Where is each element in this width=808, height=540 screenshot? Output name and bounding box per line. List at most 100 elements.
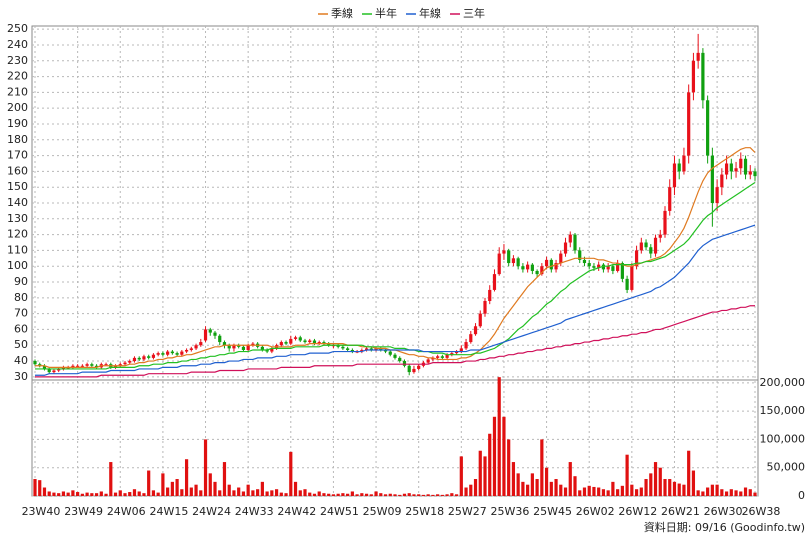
volume-bar: [573, 476, 577, 496]
volume-bar: [180, 489, 184, 496]
volume-bar: [634, 489, 639, 496]
candle-body: [38, 364, 42, 366]
candle-body: [592, 266, 596, 268]
candle-body: [90, 364, 94, 366]
volume-bar: [743, 487, 748, 496]
candle-body: [123, 362, 127, 365]
volume-bar: [194, 484, 198, 496]
volume-bar: [184, 459, 189, 496]
candle-body: [663, 210, 667, 235]
x-tick-label: 25W36: [491, 505, 530, 518]
y-tick-label: 200: [7, 101, 28, 114]
candle-body: [76, 365, 80, 367]
candle-body: [620, 263, 624, 279]
volume-bar: [331, 494, 336, 496]
candle-body: [530, 264, 534, 271]
volume-bar: [128, 492, 132, 496]
candle-body: [189, 348, 193, 350]
candle-body: [668, 187, 672, 211]
volume-bar: [218, 490, 222, 496]
volume-bar: [526, 484, 530, 496]
candle-body: [672, 163, 677, 188]
volume-bar: [563, 487, 568, 496]
candle-body: [526, 264, 530, 270]
volume-bar: [601, 489, 606, 496]
candle-body: [507, 250, 511, 264]
volume-bar: [322, 493, 326, 496]
candle-body: [118, 364, 122, 366]
candle-body: [227, 345, 231, 349]
volume-bar: [47, 491, 51, 496]
volume-bar: [592, 486, 596, 496]
volume-bar: [739, 491, 743, 496]
volume-bar: [109, 462, 113, 496]
candle-body: [147, 356, 151, 358]
candle-body: [710, 155, 714, 203]
volume-bar: [450, 493, 454, 496]
candle-body: [222, 342, 227, 346]
candle-body: [374, 348, 378, 350]
volume-bar: [672, 481, 677, 496]
candle-body: [739, 158, 743, 169]
volume-bar: [393, 494, 397, 496]
candle-body: [85, 364, 89, 366]
volume-bar: [346, 493, 350, 496]
candle-body: [175, 353, 179, 355]
volume-bar: [199, 490, 203, 496]
candle-body: [346, 348, 350, 350]
x-tick-label: 25W18: [405, 505, 444, 518]
x-tick-label: 26W21: [661, 505, 700, 518]
x-tick-label: 24W06: [107, 505, 146, 518]
volume-bar: [123, 493, 127, 496]
volume-bar: [421, 494, 426, 496]
candle-body: [132, 357, 137, 362]
volume-bar: [241, 491, 246, 496]
volume-bar: [256, 489, 260, 496]
candle-body: [270, 348, 274, 352]
candle-body: [104, 364, 108, 366]
candle-body: [308, 340, 312, 343]
candle-body: [682, 155, 686, 172]
volume-bar: [76, 492, 80, 496]
volume-bar: [436, 494, 440, 496]
candle-body: [488, 289, 492, 301]
candle-body: [616, 263, 620, 271]
y-tick-label: 210: [7, 85, 28, 98]
y-tick-label: 250: [7, 22, 28, 35]
y-tick-label: 170: [7, 149, 28, 162]
candle-body: [554, 263, 558, 270]
volume-bar: [360, 493, 364, 496]
candle-body: [497, 253, 501, 275]
volume-bar: [388, 493, 392, 496]
candle-body: [691, 60, 696, 93]
volume-bar: [710, 484, 714, 496]
y-tick-label: 220: [7, 70, 28, 83]
volume-bar: [251, 490, 255, 496]
volume-bar: [208, 473, 212, 496]
candle-body: [630, 266, 634, 290]
candle-body: [61, 367, 66, 369]
candle-body: [625, 278, 629, 290]
volume-bar: [516, 473, 520, 496]
x-tick-label: 26W38: [742, 505, 781, 518]
x-tick-label: 23W49: [64, 505, 103, 518]
volume-bar: [696, 490, 700, 496]
volume-bar: [582, 487, 587, 496]
volume-bar: [412, 494, 416, 496]
volume-bar: [137, 491, 141, 496]
candle-body: [203, 329, 208, 341]
candle-body: [317, 342, 321, 344]
ma-line: [35, 305, 755, 378]
volume-bar: [260, 481, 264, 496]
volume-bar: [379, 493, 383, 496]
volume-bar: [521, 481, 525, 496]
volume-bar: [578, 490, 582, 496]
x-tick-label: 26W12: [618, 505, 657, 518]
y2-tick-label: 150,000: [760, 404, 806, 417]
candle-body: [473, 326, 478, 335]
volume-bar: [653, 462, 658, 496]
candle-body: [184, 349, 189, 352]
volume-bar: [66, 492, 70, 496]
candle-body: [573, 234, 577, 251]
volume-bar: [478, 450, 482, 496]
